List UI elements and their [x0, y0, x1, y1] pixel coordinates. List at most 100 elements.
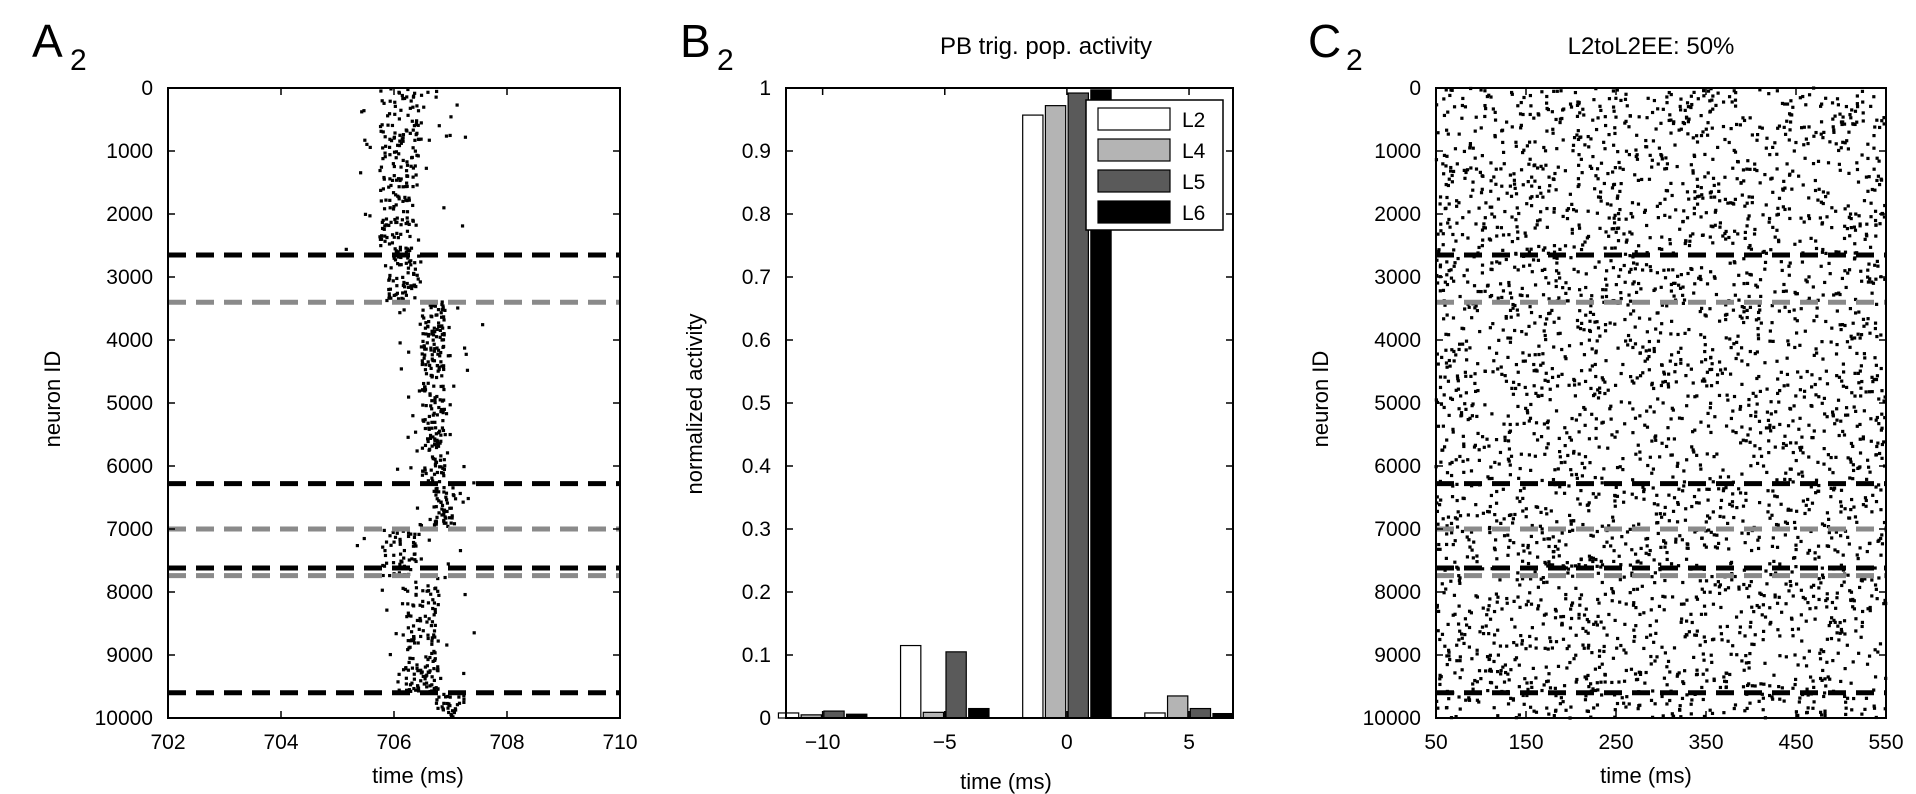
raster-c-spike: [1532, 384, 1536, 388]
raster-c-spike: [1615, 701, 1620, 706]
raster-c-spike: [1516, 595, 1520, 599]
raster-c-spike: [1468, 142, 1473, 146]
raster-c-spike: [1485, 284, 1490, 288]
raster-c-spike: [1730, 500, 1735, 504]
raster-a-spike: [427, 617, 431, 621]
raster-c-spike: [1738, 123, 1742, 127]
raster-c-spike: [1574, 472, 1579, 477]
raster-c-spike: [1669, 289, 1674, 293]
raster-c-spike: [1554, 188, 1558, 192]
raster-c-spike: [1808, 675, 1813, 679]
raster-c-spike: [1598, 386, 1602, 390]
raster-c-spike: [1515, 496, 1519, 500]
raster-a-spike: [422, 419, 426, 423]
raster-c-spike: [1731, 429, 1735, 433]
raster-a-spike: [429, 373, 433, 378]
raster-c-spike: [1519, 634, 1523, 638]
raster-c-spike: [1630, 574, 1634, 578]
raster-c-spike: [1768, 153, 1772, 157]
raster-a-spike: [380, 226, 385, 231]
raster-c-spike: [1725, 393, 1729, 397]
raster-c-spike: [1468, 545, 1472, 549]
raster-c-spike: [1539, 510, 1543, 514]
raster-a-spike: [397, 185, 401, 189]
raster-c-spike: [1776, 628, 1780, 632]
raster-c-spike: [1829, 455, 1833, 460]
raster-c-spike: [1546, 679, 1550, 683]
raster-c-spike: [1645, 425, 1650, 429]
raster-a-spike: [438, 465, 442, 469]
raster-c-spike: [1578, 413, 1582, 417]
raster-c-spike: [1786, 339, 1790, 343]
raster-c-spike: [1736, 334, 1740, 338]
raster-a-spike: [436, 369, 440, 373]
raster-c-spike: [1843, 666, 1847, 671]
raster-c-spike: [1447, 269, 1451, 273]
raster-a-spike: [411, 203, 415, 208]
raster-c-spike: [1613, 322, 1617, 326]
raster-a-spike: [383, 239, 387, 243]
raster-a-spike: [439, 433, 443, 437]
raster-c-spike: [1699, 277, 1703, 282]
raster-c-spike: [1510, 125, 1514, 129]
raster-a-spike: [450, 514, 454, 518]
raster-c-spike: [1774, 571, 1778, 575]
raster-c-spike: [1811, 594, 1816, 598]
raster-a-spike: [432, 349, 436, 353]
raster-c-spike: [1685, 101, 1690, 105]
raster-a-spike: [409, 99, 413, 103]
raster-c-spike: [1501, 289, 1506, 293]
raster-c-spike: [1604, 294, 1609, 299]
raster-c-ytick-label: 7000: [1374, 518, 1421, 541]
raster-c-spike: [1497, 338, 1501, 342]
raster-c-spike: [1538, 524, 1543, 528]
bar-chart-ytick-label: 1: [759, 77, 771, 100]
raster-c-spike: [1776, 238, 1781, 242]
raster-c-spike: [1512, 172, 1516, 176]
raster-c-spike: [1650, 597, 1654, 601]
raster-a-spike: [398, 341, 402, 345]
raster-c-spike: [1619, 296, 1623, 301]
raster-c-spike: [1838, 292, 1842, 297]
raster-c-spike: [1558, 247, 1562, 251]
raster-c-spike: [1642, 497, 1646, 501]
raster-c-spike: [1880, 542, 1885, 546]
raster-a-spike: [405, 216, 409, 220]
raster-a-spike: [399, 255, 403, 260]
raster-c-spike: [1755, 376, 1759, 381]
raster-a-spike: [406, 668, 411, 672]
raster-a-spike: [381, 157, 385, 161]
raster-c-spike: [1473, 156, 1477, 160]
raster-a-spike: [398, 542, 402, 546]
raster-c-spike: [1805, 710, 1809, 715]
raster-a-spike: [426, 334, 431, 338]
raster-c-spike: [1738, 625, 1742, 629]
raster-c-spike: [1842, 580, 1846, 584]
raster-a-spike: [426, 439, 430, 444]
raster-a-spike: [444, 491, 449, 495]
raster-a-spike: [409, 630, 414, 634]
raster-c-spike: [1628, 591, 1632, 595]
raster-c-spike: [1619, 371, 1623, 376]
raster-c-spike: [1528, 634, 1532, 639]
raster-c-spike: [1774, 410, 1778, 414]
raster-c-spike: [1882, 116, 1886, 120]
raster-c-spike: [1463, 402, 1467, 406]
raster-c-spike: [1824, 251, 1828, 256]
raster-c-spike: [1480, 625, 1485, 629]
raster-a-spike: [456, 306, 460, 310]
raster-c-spike: [1625, 530, 1630, 534]
raster-c-spike: [1858, 585, 1862, 590]
raster-c-spike: [1750, 684, 1754, 688]
raster-c-spike: [1506, 457, 1511, 461]
raster-c-spike: [1667, 372, 1671, 376]
raster-a-spike: [405, 615, 409, 619]
raster-a-spike: [446, 354, 450, 358]
raster-a-spike: [385, 298, 389, 303]
raster-c-spike: [1838, 112, 1842, 116]
raster-c-spike: [1471, 402, 1475, 406]
raster-c-spike: [1822, 429, 1826, 433]
raster-a-spike: [414, 544, 418, 548]
raster-c-spike: [1746, 217, 1750, 221]
raster-c-spike: [1645, 409, 1649, 413]
